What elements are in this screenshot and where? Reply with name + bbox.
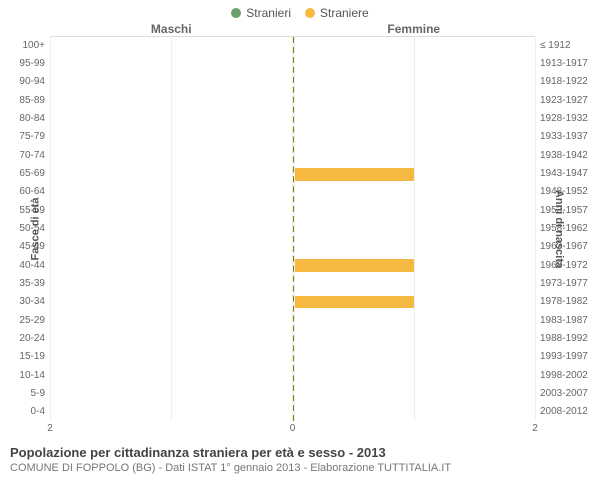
- legend-item-male: Stranieri: [231, 6, 291, 20]
- y-axis-title-left: Fasce di età: [29, 197, 41, 260]
- age-label: 10-14: [19, 366, 45, 384]
- section-title-male: Maschi: [0, 22, 293, 36]
- birthyear-label: 2003-2007: [540, 384, 588, 402]
- plot-half-male: [50, 37, 294, 421]
- age-label: 30-34: [19, 293, 45, 311]
- birthyear-label: ≤ 1912: [540, 36, 571, 54]
- section-titles: Maschi Femmine: [0, 22, 600, 36]
- x-tick: 2: [532, 423, 538, 434]
- birthyear-label: 1933-1937: [540, 128, 588, 146]
- age-label: 35-39: [19, 274, 45, 292]
- birthyear-label: 1923-1927: [540, 91, 588, 109]
- y-axis-left-labels: 100+95-9990-9485-8980-8475-7970-7465-696…: [0, 36, 50, 421]
- legend-dot-female: [305, 8, 315, 18]
- birthyear-label: 1998-2002: [540, 366, 588, 384]
- section-title-female: Femmine: [293, 22, 600, 36]
- plot-area: [50, 36, 535, 421]
- birthyear-label: 1988-1992: [540, 329, 588, 347]
- age-label: 20-24: [19, 329, 45, 347]
- age-label: 65-69: [19, 164, 45, 182]
- birthyear-label: 1918-1922: [540, 73, 588, 91]
- birthyear-label: 2008-2012: [540, 403, 588, 421]
- age-label: 100+: [22, 36, 45, 54]
- age-label: 25-29: [19, 311, 45, 329]
- gridline: [414, 37, 415, 421]
- birthyear-label: 1938-1942: [540, 146, 588, 164]
- legend-label-female: Straniere: [320, 6, 369, 20]
- birthyear-label: 1983-1987: [540, 311, 588, 329]
- age-label: 70-74: [19, 146, 45, 164]
- age-label: 80-84: [19, 109, 45, 127]
- age-label: 15-19: [19, 348, 45, 366]
- y-axis-right-labels: ≤ 19121913-19171918-19221923-19271928-19…: [535, 36, 600, 421]
- footer-subtitle: COMUNE DI FOPPOLO (BG) - Dati ISTAT 1° g…: [10, 462, 590, 474]
- legend-dot-male: [231, 8, 241, 18]
- y-axis-title-right: Anni di nascita: [553, 189, 565, 267]
- bar-female: [294, 259, 415, 272]
- bar-female: [294, 168, 415, 181]
- plot-half-female: [294, 37, 536, 421]
- age-label: 0-4: [31, 403, 45, 421]
- age-label: 5-9: [31, 384, 45, 402]
- gridline: [50, 37, 51, 421]
- legend-label-male: Stranieri: [246, 6, 291, 20]
- birthyear-label: 1973-1977: [540, 274, 588, 292]
- age-label: 85-89: [19, 91, 45, 109]
- birthyear-label: 1928-1932: [540, 109, 588, 127]
- bar-female: [294, 296, 415, 309]
- legend: Stranieri Straniere: [0, 0, 600, 22]
- age-label: 95-99: [19, 54, 45, 72]
- chart-area: Fasce di età Anni di nascita 100+95-9990…: [0, 36, 600, 421]
- age-label: 75-79: [19, 128, 45, 146]
- birthyear-label: 1943-1947: [540, 164, 588, 182]
- chart-footer: Popolazione per cittadinanza straniera p…: [0, 439, 600, 474]
- gridline: [294, 37, 295, 421]
- birthyear-label: 1978-1982: [540, 293, 588, 311]
- birthyear-label: 1913-1917: [540, 54, 588, 72]
- footer-title: Popolazione per cittadinanza straniera p…: [10, 445, 590, 460]
- x-axis-left: 20: [50, 421, 293, 439]
- birthyear-label: 1993-1997: [540, 348, 588, 366]
- chart-container: Stranieri Straniere Maschi Femmine Fasce…: [0, 0, 600, 500]
- x-tick: 2: [47, 423, 53, 434]
- age-label: 90-94: [19, 73, 45, 91]
- gridline: [171, 37, 172, 421]
- legend-item-female: Straniere: [305, 6, 369, 20]
- x-axis: 20 2: [0, 421, 600, 439]
- gridline: [535, 37, 536, 421]
- gridline: [292, 37, 293, 421]
- x-axis-right: 2: [293, 421, 536, 439]
